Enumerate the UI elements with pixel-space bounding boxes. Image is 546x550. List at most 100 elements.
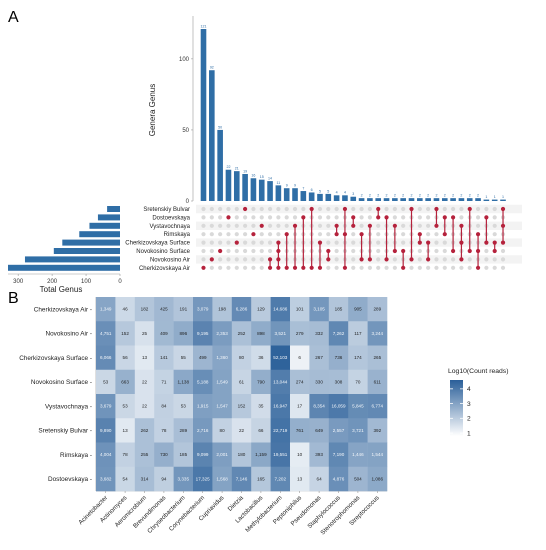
heatmap-cell [367, 369, 388, 395]
matrix-dot-inactive [442, 240, 447, 245]
matrix-dot-inactive [434, 232, 439, 237]
heatmap-row-label: Cherkizovskaya Surface - [19, 355, 92, 362]
heatmap-cell-value: 165 [257, 476, 265, 481]
heatmap-cell-value: 4,751 [100, 331, 112, 336]
heatmap-cell [270, 442, 291, 468]
heatmap-cell [270, 345, 291, 371]
matrix-dot-inactive [442, 257, 447, 262]
matrix-dot-inactive [392, 257, 397, 262]
heatmap-cell-value: 9,099 [197, 452, 209, 457]
intersection-bar [466, 198, 473, 201]
heatmap-cell-value: 1,544 [372, 452, 384, 457]
matrix-dot-inactive [209, 215, 214, 220]
matrix-dot-inactive [417, 257, 422, 262]
matrix-dot-inactive [259, 257, 264, 262]
heatmap-cell-value: 53 [123, 404, 129, 409]
x-tick-label: 0 [118, 279, 122, 285]
matrix-dot-inactive [359, 265, 364, 270]
heatmap-cell-value: 6 [298, 355, 301, 360]
matrix-dot-inactive [201, 232, 206, 237]
matrix-dot-inactive [484, 257, 489, 262]
intersection-bar-label: 2 [386, 194, 388, 198]
heatmap-cell [173, 394, 194, 419]
heatmap-cell-value: 152 [121, 331, 129, 336]
matrix-dot-inactive [251, 265, 256, 270]
matrix-dot-inactive [267, 223, 273, 228]
intersection-bar [358, 198, 365, 201]
heatmap-cell-value: 2,716 [197, 428, 209, 433]
intersection-bar [400, 198, 406, 201]
heatmap-cell [328, 394, 349, 419]
heatmap-cell [328, 466, 349, 492]
matrix-dot-inactive [492, 232, 497, 237]
heatmap-row-label: Cherkizovskaya Air - [34, 306, 92, 313]
matrix-dot-inactive [475, 206, 481, 212]
heatmap-cell [96, 394, 116, 419]
heatmap-row-labels: Cherkizovskaya Air - Novokosino Air - Cher… [19, 306, 92, 483]
matrix-dot-inactive [484, 265, 489, 270]
panel-a-label: A [8, 9, 19, 26]
heatmap-cell [348, 321, 368, 346]
heatmap-cell-value: 6,066 [100, 355, 112, 360]
matrix-dot-inactive [392, 215, 397, 220]
matrix-dot-inactive [209, 223, 214, 228]
matrix-dot-inactive [201, 257, 206, 262]
legend-tick-label: 3 [467, 401, 471, 408]
heatmap-cell [96, 345, 116, 371]
heatmap-cell [134, 394, 155, 419]
matrix-dot-inactive [426, 232, 431, 237]
set-label: Novokosino Air [150, 257, 190, 263]
set-size-bar [107, 206, 120, 212]
heatmap-cell-value: 7,262 [333, 331, 345, 336]
heatmap-cell [290, 321, 310, 346]
matrix-dot-inactive [218, 232, 223, 237]
heatmap-cell-value: 52,103 [273, 355, 287, 360]
heatmap-cell-value: 1,349 [100, 307, 112, 312]
heatmap-cell [251, 297, 271, 322]
matrix-dot-inactive [267, 232, 273, 237]
matrix-dot-inactive [409, 265, 414, 270]
matrix-dot-inactive [442, 248, 447, 254]
heatmap-cell [328, 369, 349, 395]
matrix-dot-inactive [351, 257, 356, 262]
intersection-bar [383, 198, 390, 201]
matrix-dot-inactive [500, 257, 506, 262]
matrix-dot-inactive [434, 257, 439, 262]
set-labels: Sretenskiy Bulvar Dostoevskaya Vystavochna… [125, 207, 190, 272]
heatmap-cell [290, 394, 310, 419]
heatmap-cell-value: 504 [354, 476, 362, 481]
intersection-bar-label: 2 [369, 194, 371, 198]
heatmap-cell [115, 442, 136, 468]
set-size-bar [24, 256, 120, 263]
intersection-bar [433, 198, 440, 201]
heatmap-cell-value: 4,876 [333, 476, 345, 481]
heatmap-cell [96, 442, 116, 468]
intersection-bar-label: 5 [327, 189, 329, 193]
heatmap-cell-value: 7,202 [275, 476, 287, 481]
set-label: Sretenskiy Bulvar [143, 207, 190, 213]
heatmap-cell [231, 345, 252, 371]
heatmap-cell [134, 297, 155, 322]
intersection-bar-label: 4 [336, 191, 338, 195]
heatmap-cell [367, 345, 388, 371]
heatmap-cell [154, 369, 174, 395]
heatmap-cell-value: 78 [161, 428, 167, 433]
intersection-bar [225, 169, 232, 201]
heatmap-cell [270, 369, 291, 395]
heatmap-cell-value: 70 [355, 379, 361, 384]
heatmap-cell [367, 297, 388, 322]
matrix-dot-active [259, 223, 264, 228]
heatmap-cell [251, 394, 271, 419]
heatmap-cell-value: 19,551 [273, 452, 287, 457]
intersection-bar [317, 193, 323, 201]
panel-b-label: B [8, 290, 19, 307]
heatmap-cell-value: 611 [374, 379, 382, 384]
heatmap-cell-value: 13 [142, 355, 148, 360]
matrix-dot-inactive [384, 265, 389, 270]
heatmap-cell-value: 898 [257, 331, 265, 336]
matrix-dot-inactive [218, 223, 223, 228]
heatmap-cell [96, 297, 116, 322]
heatmap-cell [348, 466, 368, 492]
heatmap-cell-value: 267 [315, 355, 323, 360]
heatmap-legend: Log10(Count reads) 4 3 2 1 [448, 368, 508, 437]
